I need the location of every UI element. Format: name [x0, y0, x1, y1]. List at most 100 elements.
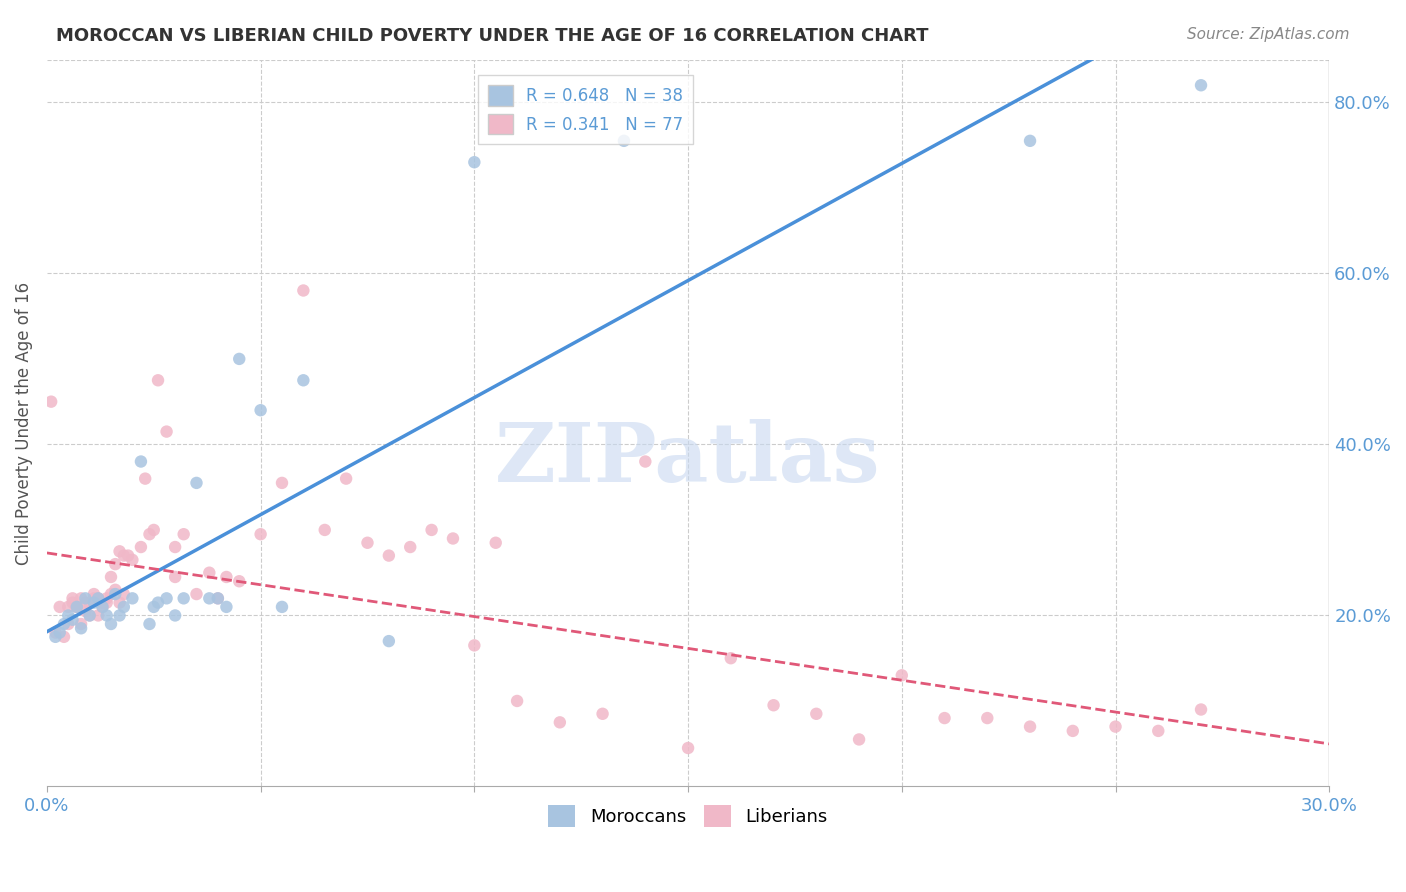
Point [112, 549, 135, 563]
Point [1019, 134, 1042, 148]
Point [100, 570, 122, 584]
Point [207, 591, 229, 606]
Point [146, 373, 169, 387]
Point [91, 599, 114, 614]
Point [100, 587, 122, 601]
Point [271, 599, 294, 614]
Point [53, 630, 76, 644]
Point [165, 540, 187, 554]
Point [142, 599, 165, 614]
Point [87, 591, 110, 606]
Point [506, 694, 529, 708]
Point [292, 284, 315, 298]
Point [676, 741, 699, 756]
Point [79, 596, 101, 610]
Point [91, 596, 114, 610]
Point [87, 608, 110, 623]
Point [142, 523, 165, 537]
Point [108, 596, 131, 610]
Point [155, 425, 177, 439]
Point [934, 711, 956, 725]
Point [806, 706, 828, 721]
Point [1104, 720, 1126, 734]
Point [356, 535, 378, 549]
Point [976, 711, 998, 725]
Point [249, 527, 271, 541]
Point [79, 608, 101, 623]
Point [53, 617, 76, 632]
Point [104, 557, 127, 571]
Text: ZIPatlas: ZIPatlas [495, 419, 880, 500]
Point [112, 587, 135, 601]
Point [592, 706, 614, 721]
Point [207, 591, 229, 606]
Point [762, 698, 785, 713]
Point [463, 639, 485, 653]
Point [104, 582, 127, 597]
Point [66, 599, 89, 614]
Point [58, 599, 80, 614]
Point [129, 540, 152, 554]
Point [335, 472, 357, 486]
Point [58, 608, 80, 623]
Point [70, 621, 93, 635]
Point [87, 591, 110, 606]
Point [62, 596, 84, 610]
Point [420, 523, 443, 537]
Point [1019, 720, 1042, 734]
Point [129, 454, 152, 468]
Point [198, 591, 221, 606]
Point [314, 523, 336, 537]
Point [44, 625, 66, 640]
Point [121, 553, 143, 567]
Point [165, 570, 187, 584]
Point [83, 591, 105, 606]
Point [62, 613, 84, 627]
Point [121, 591, 143, 606]
Point [66, 599, 89, 614]
Point [138, 617, 160, 632]
Point [117, 549, 139, 563]
Point [100, 617, 122, 632]
Point [104, 587, 127, 601]
Point [215, 599, 238, 614]
Point [271, 475, 294, 490]
Point [96, 608, 118, 623]
Legend: Moroccans, Liberians: Moroccans, Liberians [540, 796, 837, 836]
Point [198, 566, 221, 580]
Point [186, 587, 208, 601]
Point [613, 134, 636, 148]
Point [146, 596, 169, 610]
Point [186, 475, 208, 490]
Point [62, 591, 84, 606]
Point [890, 668, 912, 682]
Point [173, 527, 195, 541]
Point [378, 549, 401, 563]
Point [1062, 723, 1084, 738]
Point [91, 599, 114, 614]
Point [75, 591, 97, 606]
Point [720, 651, 742, 665]
Point [83, 596, 105, 610]
Point [112, 599, 135, 614]
Point [58, 617, 80, 632]
Point [96, 596, 118, 610]
Point [1189, 702, 1212, 716]
Point [96, 591, 118, 606]
Point [108, 544, 131, 558]
Point [1189, 78, 1212, 93]
Point [228, 574, 250, 589]
Point [155, 591, 177, 606]
Point [138, 527, 160, 541]
Point [75, 604, 97, 618]
Y-axis label: Child Poverty Under the Age of 16: Child Poverty Under the Age of 16 [15, 282, 32, 565]
Text: MOROCCAN VS LIBERIAN CHILD POVERTY UNDER THE AGE OF 16 CORRELATION CHART: MOROCCAN VS LIBERIAN CHILD POVERTY UNDER… [56, 27, 929, 45]
Point [848, 732, 870, 747]
Point [548, 715, 571, 730]
Point [48, 625, 70, 640]
Point [165, 608, 187, 623]
Point [292, 373, 315, 387]
Point [441, 532, 464, 546]
Point [249, 403, 271, 417]
Point [48, 599, 70, 614]
